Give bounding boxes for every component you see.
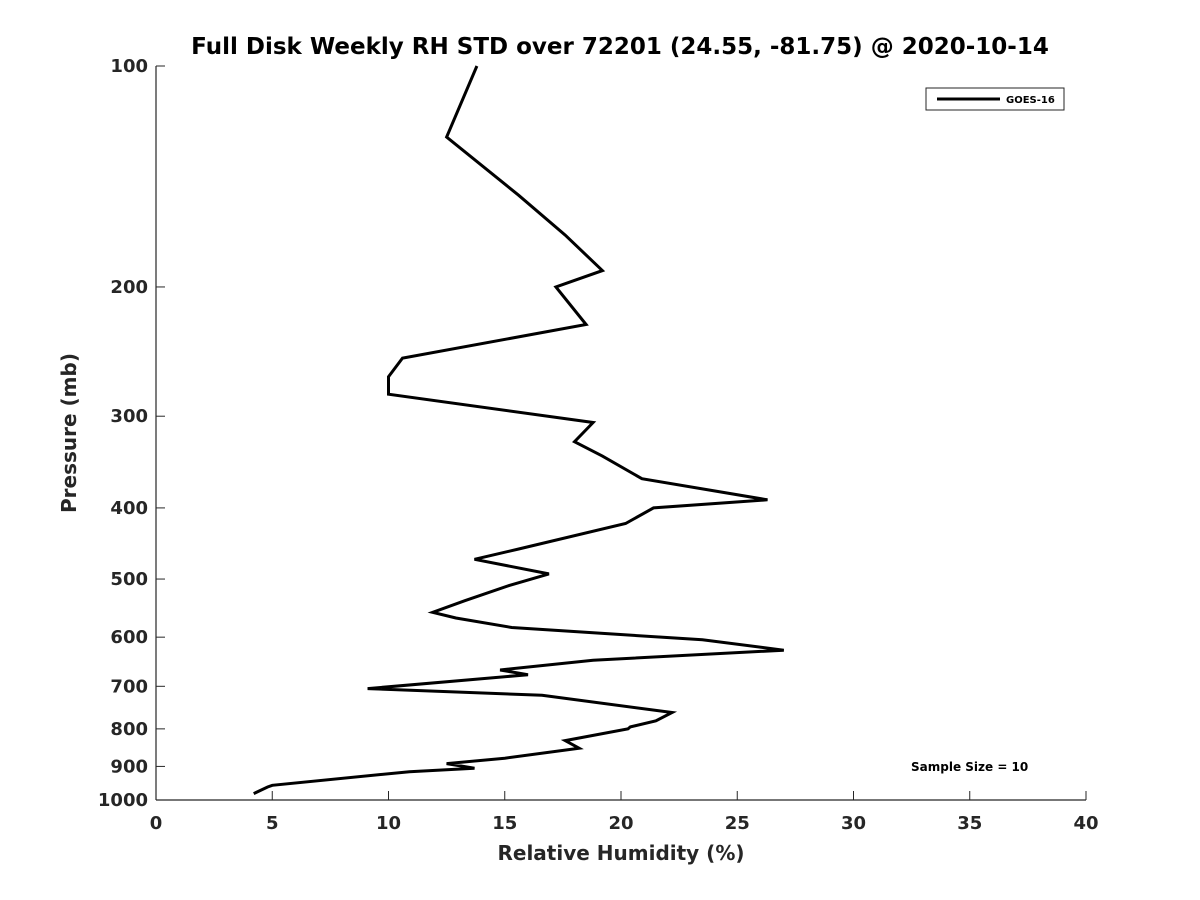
y-tick-label: 800	[110, 719, 148, 740]
legend-label-goes-16: GOES-16	[1006, 95, 1055, 106]
x-tick-label: 20	[608, 813, 633, 834]
axes	[155, 66, 1086, 801]
y-tick-label: 1000	[98, 790, 148, 811]
y-tick-label: 300	[110, 406, 148, 427]
x-axis-label: Relative Humidity (%)	[497, 841, 744, 865]
x-tick-label: 10	[376, 813, 401, 834]
y-ticks: 100 200 300 400 500 600 700 800 900 1000	[98, 56, 165, 811]
x-tick-label: 30	[841, 813, 866, 834]
x-tick-label: 35	[957, 813, 982, 834]
x-tick-label: 5	[266, 813, 279, 834]
sample-size-annotation: Sample Size = 10	[911, 760, 1028, 774]
x-tick-label: 25	[725, 813, 750, 834]
x-tick-label: 0	[150, 813, 163, 834]
y-tick-label: 100	[110, 56, 148, 77]
y-tick-label: 500	[110, 569, 148, 590]
y-tick-label: 900	[110, 756, 148, 777]
y-tick-label: 600	[110, 627, 148, 648]
x-tick-label: 15	[492, 813, 517, 834]
y-tick-label: 200	[110, 277, 148, 298]
x-tick-label: 40	[1073, 813, 1098, 834]
series-layer	[253, 65, 784, 795]
y-tick-label: 400	[110, 498, 148, 519]
x-ticks: 0 5 10 15 20 25 30 35 40	[150, 791, 1099, 834]
y-tick-label: 700	[110, 676, 148, 697]
y-axis-label: Pressure (mb)	[57, 353, 81, 513]
chart-title: Full Disk Weekly RH STD over 72201 (24.5…	[191, 34, 1049, 60]
legend: GOES-16	[925, 87, 1065, 111]
series-line-goes-16	[253, 65, 784, 795]
